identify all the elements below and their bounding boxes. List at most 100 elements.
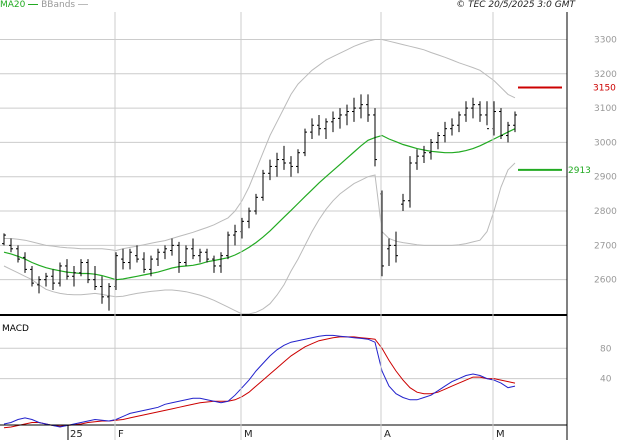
ohlc-bar xyxy=(289,156,293,177)
ohlc-bar xyxy=(464,101,468,122)
ohlc-bar xyxy=(352,97,356,122)
date-label: F xyxy=(118,429,124,440)
price-tick-label: 3000 xyxy=(594,138,617,148)
ohlc-bar xyxy=(30,265,34,287)
date-label: 25 xyxy=(70,429,83,440)
ohlc-bar xyxy=(338,108,342,129)
ohlc-bar xyxy=(359,94,363,119)
macd-grid: 80 40 xyxy=(0,344,612,385)
date-label: M xyxy=(244,429,253,440)
ohlc-bar xyxy=(310,118,314,139)
ohlc-bar xyxy=(394,231,398,263)
ohlc-bar xyxy=(205,248,209,263)
macd-panel: MACD 80 40 xyxy=(0,324,612,429)
copyright-text: © TEC 20/5/2025 3:0 GMT xyxy=(456,0,575,10)
ohlc-bar xyxy=(9,238,13,253)
level-label: 3150 xyxy=(593,84,616,94)
ohlc-bar xyxy=(317,114,321,136)
ohlc-bar xyxy=(450,118,454,136)
ohlc-bar xyxy=(163,245,167,260)
ohlc-bar xyxy=(170,238,174,256)
legend-bbands: BBands xyxy=(41,0,76,10)
date-label: M xyxy=(496,429,505,440)
ohlc-bar xyxy=(345,104,349,126)
ohlc-bar xyxy=(499,108,503,139)
legend: MA20 BBands xyxy=(0,0,88,11)
ohlc-bar xyxy=(366,94,370,122)
ohlc-bar xyxy=(219,252,223,273)
bollinger-bands xyxy=(3,39,516,315)
ohlc-bar xyxy=(443,121,447,143)
x-axis: 25 F M A M xyxy=(67,12,505,440)
ohlc-bar xyxy=(247,207,251,229)
price-tick-label: 2700 xyxy=(594,241,617,251)
macd-signal-line xyxy=(3,336,516,429)
bb-lower-line xyxy=(3,162,516,315)
ohlc-bar xyxy=(513,111,517,133)
bb-upper-line xyxy=(4,39,516,252)
legend-ma20-swatch xyxy=(28,4,39,5)
ohlc-bar xyxy=(387,238,391,266)
ohlc-bar xyxy=(478,101,482,122)
ohlc-bar xyxy=(457,111,461,133)
legend-bbands-swatch xyxy=(77,4,88,5)
ohlc-bar xyxy=(86,259,90,284)
ohlc-bar xyxy=(436,132,440,150)
ohlc-bar xyxy=(51,269,55,290)
ohlc-bar xyxy=(485,101,489,130)
ohlc-bar xyxy=(233,224,237,246)
ohlc-bar xyxy=(275,152,279,177)
ohlc-bar xyxy=(415,149,419,170)
ohlc-bar xyxy=(93,265,97,290)
price-tick-label: 2800 xyxy=(594,207,617,217)
date-label: A xyxy=(384,429,391,440)
macd-line xyxy=(3,334,516,428)
ohlc-bar xyxy=(72,265,76,287)
ohlc-bar xyxy=(149,255,153,277)
ohlc-bar xyxy=(156,248,160,266)
ohlc-bar xyxy=(212,255,216,273)
ohlc-bar xyxy=(100,276,104,304)
ohlc-bar xyxy=(177,241,181,273)
ohlc-bar xyxy=(44,272,48,287)
price-tick-label: 3100 xyxy=(594,104,617,114)
ohlc-bars xyxy=(2,94,517,311)
ohlc-bar xyxy=(184,245,188,266)
ohlc-bar xyxy=(254,193,258,215)
ohlc-bar xyxy=(282,145,286,170)
ohlc-bar xyxy=(37,276,41,294)
macd-tick-label: 40 xyxy=(600,375,612,385)
ohlc-bar xyxy=(121,248,125,270)
ohlc-bar xyxy=(422,145,426,163)
legend-ma20: MA20 xyxy=(0,0,26,10)
ma20-line xyxy=(3,128,516,281)
macd-tick-label: 80 xyxy=(600,344,612,354)
ohlc-bar xyxy=(198,248,202,263)
ohlc-bar xyxy=(429,138,433,160)
ohlc-bar xyxy=(331,111,335,133)
ohlc-bar xyxy=(506,121,510,143)
ohlc-bar xyxy=(2,233,6,246)
ohlc-bar xyxy=(16,245,20,263)
ohlc-bar xyxy=(58,262,62,287)
price-tick-label: 3200 xyxy=(594,70,617,80)
level-label: 2913 xyxy=(568,166,591,176)
ohlc-bar xyxy=(296,149,300,174)
ohlc-bar xyxy=(261,169,265,201)
ohlc-bar xyxy=(23,252,27,273)
ohlc-bar xyxy=(268,159,272,181)
price-panel: 3300 3200 3100 3000 2900 2800 2700 2600 3150 291… xyxy=(0,12,617,315)
ohlc-bar xyxy=(128,248,132,270)
ohlc-bar xyxy=(401,193,405,212)
macd-title: MACD xyxy=(2,324,29,334)
ohlc-bar xyxy=(471,97,475,119)
price-tick-label: 2600 xyxy=(594,276,617,286)
ohlc-bar xyxy=(142,252,146,273)
ohlc-bar xyxy=(135,245,139,263)
price-levels: 3150 2913 xyxy=(518,84,616,176)
ohlc-bar xyxy=(226,231,230,260)
ohlc-bar xyxy=(373,108,377,167)
ohlc-bar xyxy=(408,156,412,208)
price-tick-label: 2900 xyxy=(594,173,617,183)
